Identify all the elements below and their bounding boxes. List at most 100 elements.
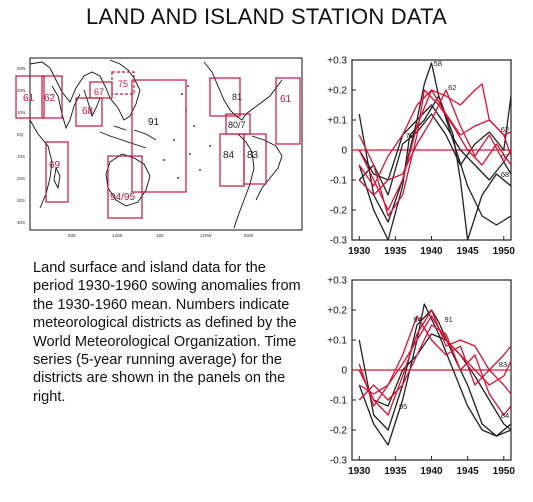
district-box: [107, 155, 143, 219]
district-annotation: 58: [434, 59, 442, 68]
slide-title: LAND AND ISLAND STATION DATA: [86, 4, 447, 29]
district-box: [75, 97, 103, 127]
series-line: [358, 333, 512, 431]
lon-label: 180: [156, 233, 164, 238]
lat-label: 30N: [17, 66, 25, 71]
coast-north-america: [203, 61, 283, 121]
district-box: [15, 75, 45, 119]
series-line: [358, 104, 512, 181]
lat-label: 30S: [17, 198, 25, 203]
district-annotation: 84: [501, 411, 509, 420]
island-dot: [193, 125, 195, 127]
district-box: [131, 79, 187, 193]
island-dot: [163, 159, 165, 161]
district-box: [45, 141, 69, 203]
series-line: [358, 95, 512, 196]
lon-label: 120W: [200, 233, 213, 238]
x-tick-label: 1950: [493, 246, 516, 257]
lat-label: 20S: [17, 176, 25, 181]
district-box: [275, 77, 301, 145]
y-tick-label: 0: [341, 366, 347, 377]
x-tick-label: 1945: [457, 466, 480, 477]
district-box: [209, 77, 241, 117]
lon-label: 120E: [112, 233, 123, 238]
series-line: [358, 62, 512, 226]
district-annotation: 94: [413, 315, 421, 324]
lat-label: 10S: [17, 154, 25, 159]
lat-labels: 30N 20N 10N EQ 10S 20S 30S 40S: [17, 66, 25, 225]
y-tick-label: +0.2: [327, 86, 347, 97]
district-box: [41, 75, 63, 119]
series-line: [358, 83, 512, 211]
x-tick-label: 1950: [493, 466, 516, 477]
lat-label: 10N: [17, 110, 25, 115]
lon-label: 60W: [244, 233, 254, 238]
lat-label: 40S: [17, 220, 25, 225]
coast-india: [51, 85, 81, 130]
island-dot: [189, 153, 191, 155]
x-tick-label: 1940: [420, 466, 443, 477]
district-label: 67: [94, 87, 104, 97]
district-annotation: 78: [405, 131, 413, 140]
district-label: 61: [280, 94, 292, 105]
island-dot: [181, 93, 183, 95]
y-tick-label: -0.1: [330, 396, 348, 407]
y-tick-label: -0.3: [330, 456, 348, 467]
x-tick-label: 1940: [420, 246, 443, 257]
y-tick-label: 0: [341, 146, 347, 157]
district-annotation: 95: [399, 402, 407, 411]
island-dot: [177, 177, 179, 179]
series-line: [358, 89, 512, 217]
district-annotation: 67: [501, 152, 509, 161]
y-tick-label: +0.1: [327, 116, 347, 127]
coast-asia: [29, 59, 141, 121]
district-label: 69: [49, 160, 61, 171]
x-tick-label: 1935: [384, 466, 407, 477]
district-label: 91: [148, 117, 160, 128]
district-label: 75: [118, 79, 128, 89]
district-box: [111, 71, 135, 95]
district-box: [243, 133, 267, 185]
series-line: [358, 324, 512, 416]
district-boxes: [15, 71, 301, 219]
y-tick-label: -0.2: [330, 206, 348, 217]
x-tick-label: 1935: [384, 246, 407, 257]
x-tick-label: 1930: [348, 466, 371, 477]
y-tick-label: +0.2: [327, 306, 347, 317]
y-tick-label: -0.1: [330, 176, 348, 187]
district-labels: 61 62 67 68 75 91 69 94/95 81 80/7 84 83…: [23, 79, 292, 203]
coast-madagascar: [53, 166, 61, 190]
district-label: 68: [82, 106, 94, 117]
district-annotation: 68: [501, 170, 509, 179]
x-tick-label: 1930: [348, 246, 371, 257]
series-line: [358, 315, 512, 407]
district-annotation: 62: [501, 125, 509, 134]
y-tick-label: +0.3: [327, 56, 347, 67]
map-frame: [29, 57, 303, 231]
island-dot: [173, 139, 175, 141]
y-tick-label: -0.3: [330, 236, 348, 247]
island-dot: [209, 145, 211, 147]
series-line: [358, 309, 512, 437]
series-line: [358, 309, 512, 416]
coast-indonesia: [99, 125, 157, 149]
district-map: 30N 20N 10N EQ 10S 20S 30S 40S 60E 120E …: [15, 57, 303, 238]
y-tick-label: +0.3: [327, 276, 347, 287]
district-label: 94/95: [110, 192, 135, 203]
district-label: 83: [247, 150, 259, 161]
coast-south-america: [233, 133, 255, 229]
series-line: [358, 95, 512, 241]
x-tick-label: 1945: [457, 246, 480, 257]
lat-label: EQ: [17, 132, 24, 137]
description-text: Land surface and island data for the per…: [33, 260, 301, 405]
island-dot: [187, 85, 189, 87]
series-line: [358, 303, 512, 446]
district-label: 81: [232, 92, 242, 102]
lat-label: 20N: [17, 88, 25, 93]
lon-labels: 60E 120E 180 120W 60W: [68, 233, 254, 238]
district-label: 80/7: [228, 120, 246, 130]
district-label: 62: [44, 93, 56, 104]
y-tick-label: -0.2: [330, 426, 348, 437]
